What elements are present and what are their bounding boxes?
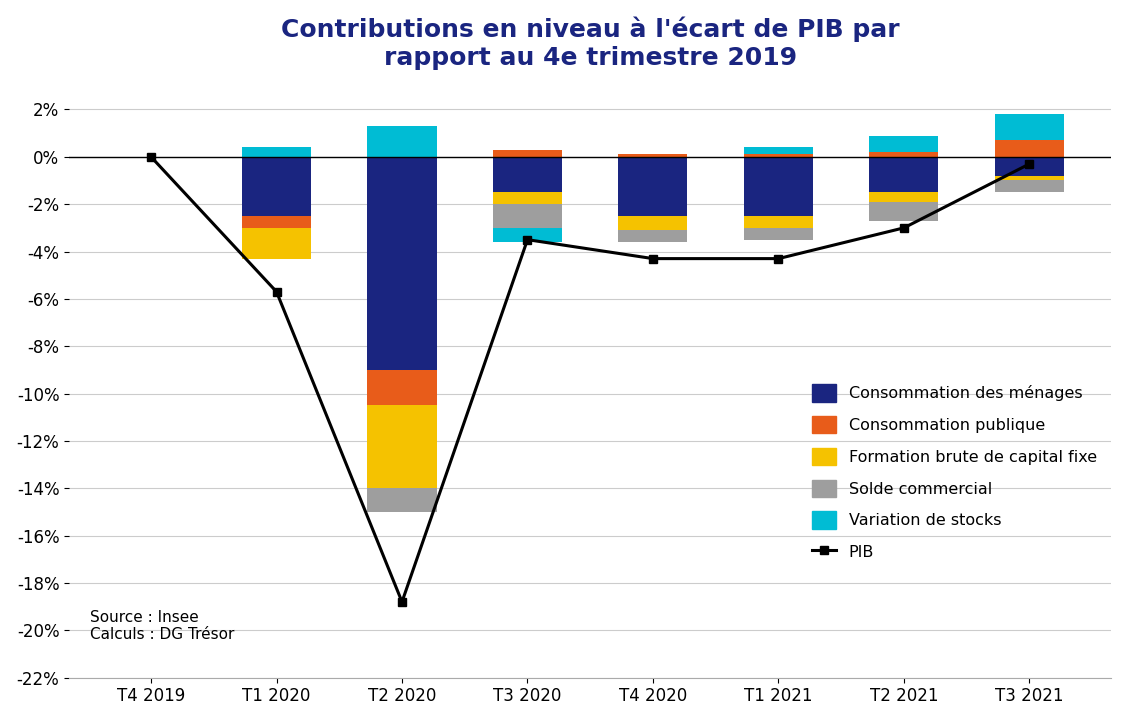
PIB [646, 254, 660, 263]
Bar [995, 114, 1064, 140]
Bar [368, 488, 437, 512]
Bar [243, 147, 311, 157]
Bar [243, 228, 311, 258]
PIB [772, 254, 785, 263]
Bar [870, 192, 938, 201]
PIB [270, 287, 283, 296]
Bar [870, 157, 938, 192]
Bar [493, 192, 562, 204]
Bar [243, 157, 311, 216]
Bar [995, 157, 1064, 175]
Bar [995, 140, 1064, 157]
Bar [870, 201, 938, 221]
Bar [618, 216, 687, 230]
Bar [618, 155, 687, 157]
Bar [995, 180, 1064, 192]
PIB [521, 235, 535, 244]
Line: PIB: PIB [147, 152, 1033, 606]
Bar [493, 228, 562, 242]
Bar [744, 157, 813, 216]
PIB [897, 224, 910, 232]
Bar [368, 370, 437, 405]
Bar [368, 405, 437, 488]
Bar [618, 230, 687, 242]
Bar [744, 228, 813, 240]
Bar [995, 175, 1064, 180]
Title: Contributions en niveau à l'écart de PIB par
rapport au 4e trimestre 2019: Contributions en niveau à l'écart de PIB… [281, 17, 899, 70]
Bar [744, 216, 813, 228]
Bar [493, 204, 562, 228]
Bar [618, 157, 687, 216]
Bar [870, 136, 938, 152]
Bar [870, 152, 938, 157]
Bar [493, 157, 562, 192]
PIB [144, 152, 158, 161]
PIB [1023, 160, 1037, 168]
Bar [368, 157, 437, 370]
Legend: Consommation des ménages, Consommation publique, Formation brute de capital fixe: Consommation des ménages, Consommation p… [805, 378, 1103, 567]
Bar [493, 149, 562, 157]
Bar [744, 155, 813, 157]
Bar [368, 126, 437, 157]
PIB [395, 598, 408, 606]
Bar [243, 216, 311, 228]
Bar [744, 147, 813, 155]
Text: Source : Insee
Calculs : DG Trésor: Source : Insee Calculs : DG Trésor [90, 609, 235, 642]
